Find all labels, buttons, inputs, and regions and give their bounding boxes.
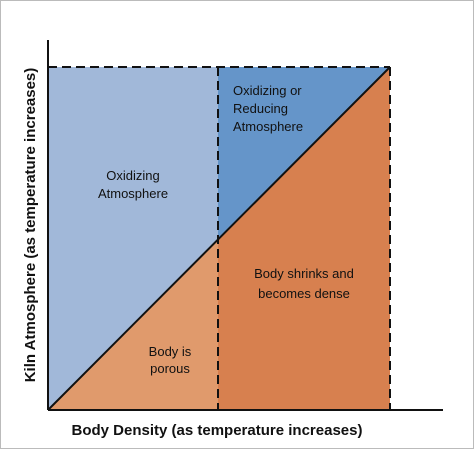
region-label: Body is	[149, 344, 192, 359]
y-axis-label: Kiln Atmosphere (as temperature increase…	[22, 68, 39, 383]
region-label: Oxidizing or	[233, 83, 302, 98]
oxidizing-region	[48, 67, 218, 410]
x-axis-label: Body Density (as temperature increases)	[72, 422, 363, 439]
region-label: porous	[150, 361, 190, 376]
region-label: Oxidizing	[106, 168, 159, 183]
region-label: Body shrinks and	[254, 266, 354, 281]
region-label: Atmosphere	[98, 186, 168, 201]
dense-region	[218, 67, 390, 410]
region-label: becomes dense	[258, 286, 350, 301]
diagonal	[47, 66, 391, 411]
region-label: Atmosphere	[233, 119, 303, 134]
region-label: Reducing	[233, 101, 288, 116]
